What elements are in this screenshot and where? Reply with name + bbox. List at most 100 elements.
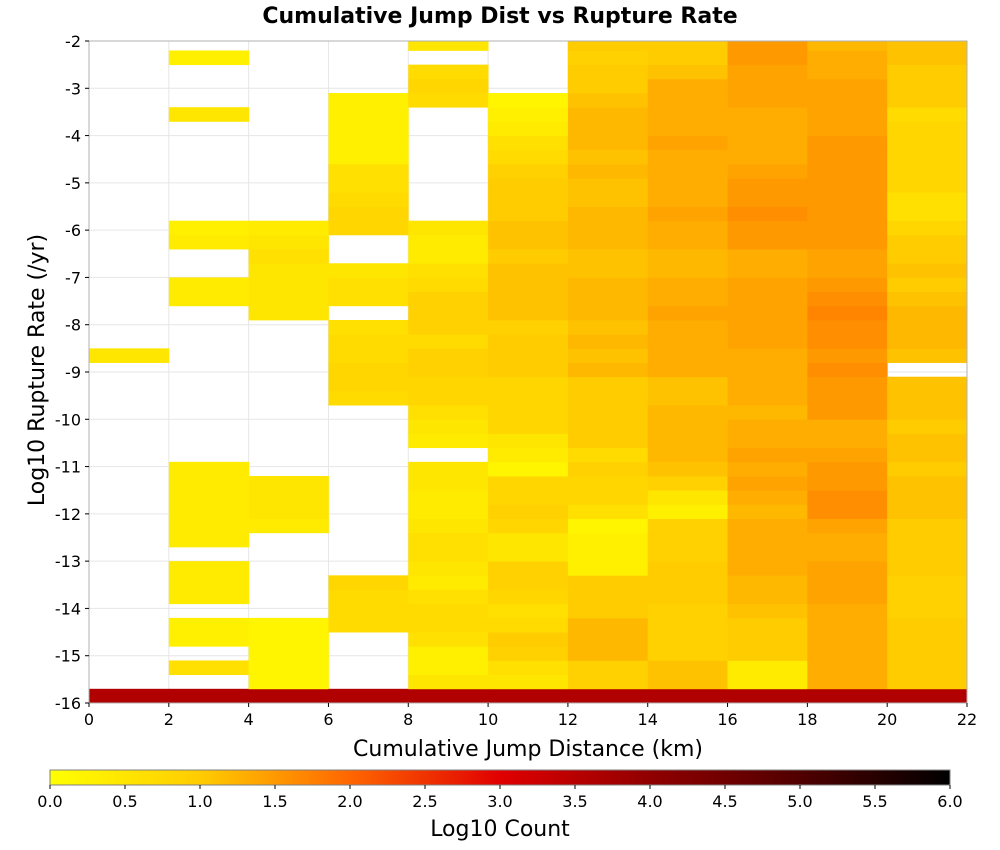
heatmap-cell	[727, 419, 808, 434]
heatmap-cell	[408, 433, 489, 449]
colorbar-tick-label: 6.0	[937, 792, 962, 811]
heatmap-cell	[887, 561, 968, 576]
heatmap-cell	[488, 121, 569, 136]
heatmap-cell	[168, 291, 250, 307]
heatmap-cell	[647, 93, 728, 108]
heatmap-cell	[647, 376, 728, 392]
heatmap-cell	[887, 319, 968, 335]
heatmap-cell	[887, 603, 968, 619]
heatmap-cell	[807, 277, 888, 293]
x-tick-label: 14	[638, 710, 658, 729]
heatmap-cell	[647, 646, 728, 661]
colorbar-tick-label: 5.5	[862, 792, 887, 811]
heatmap-cell	[887, 178, 968, 193]
heatmap-cell	[488, 447, 569, 463]
heatmap-cell	[887, 575, 968, 590]
heatmap-cell	[807, 518, 888, 534]
heatmap-cell	[567, 135, 649, 151]
heatmap-cell	[328, 135, 409, 151]
heatmap-cell	[887, 632, 968, 647]
heatmap-cell	[328, 348, 409, 363]
colorbar-gradient	[49, 769, 951, 786]
heatmap-cell	[727, 674, 808, 690]
colorbar-ticks: 0.0 0.5 1.0 1.5 2.0 2.5 3.0 3.5 4.0 4.5 5.0 5.5 6.0	[37, 785, 963, 811]
heatmap-cell	[328, 291, 409, 307]
heatmap-cell	[567, 447, 649, 463]
heatmap-cell	[328, 121, 409, 136]
heatmap-cell	[488, 249, 569, 264]
heatmap-cell	[567, 277, 649, 293]
colorbar-tick-label: 3.5	[562, 792, 587, 811]
heatmap-cell	[807, 447, 888, 463]
heatmap-cell	[887, 192, 968, 207]
heatmap-cell	[168, 461, 250, 477]
heatmap-cell	[408, 674, 489, 690]
heatmap-cell	[567, 78, 649, 94]
heatmap-cell	[727, 192, 808, 207]
heatmap-cell	[807, 220, 888, 236]
heatmap-cell	[567, 93, 649, 108]
heatmap-cell	[567, 107, 649, 122]
heatmap-cell	[408, 263, 489, 278]
heatmap-cell	[567, 646, 649, 661]
heatmap-cell	[807, 688, 888, 704]
heatmap-cell	[567, 476, 649, 491]
heatmap-cell	[408, 575, 489, 590]
heatmap-cell	[887, 50, 968, 66]
heatmap-cell	[168, 277, 250, 293]
heatmap-cell	[408, 660, 489, 676]
heatmap-cell	[248, 490, 329, 505]
heatmap-cell	[488, 390, 569, 406]
x-tick-label: 4	[244, 710, 254, 729]
colorbar-tick-label: 3.0	[487, 792, 512, 811]
heatmap-cell	[328, 589, 409, 605]
x-tick-label: 18	[797, 710, 817, 729]
heatmap-cell	[807, 532, 888, 548]
heatmap-cell	[807, 476, 888, 491]
heatmap-cell	[807, 149, 888, 165]
heatmap-cell	[647, 504, 728, 519]
heatmap-cell	[408, 348, 489, 363]
heatmap-cell	[887, 277, 968, 293]
y-tick-label: -8	[65, 316, 81, 335]
heatmap-cell	[727, 490, 808, 505]
heatmap-cell	[727, 504, 808, 519]
heatmap-cell	[567, 490, 649, 505]
heatmap-cell	[408, 603, 489, 619]
heatmap-cell	[887, 674, 968, 690]
heatmap-cell	[488, 617, 569, 633]
heatmap-cell	[647, 348, 728, 363]
y-tick-label: -3	[65, 79, 81, 98]
heatmap-cell	[408, 646, 489, 661]
heatmap-cell	[807, 617, 888, 633]
heatmap-cell	[727, 632, 808, 647]
heatmap-cell	[488, 518, 569, 534]
heatmap-cell	[488, 433, 569, 449]
heatmap-cell	[807, 561, 888, 576]
heatmap-cell	[488, 206, 569, 222]
heatmap-cell	[328, 220, 409, 236]
heatmap-cell	[488, 674, 569, 690]
heatmap-cell	[647, 546, 728, 562]
heatmap-cell	[488, 688, 569, 704]
heatmap-cell	[567, 234, 649, 250]
heatmap-cell	[807, 334, 888, 349]
colorbar-tick-label: 0.5	[112, 792, 137, 811]
heatmap-cell	[727, 178, 808, 193]
heatmap-cell	[807, 263, 888, 278]
heatmap-cell	[567, 405, 649, 420]
heatmap-cell	[567, 305, 649, 321]
heatmap-cell	[807, 603, 888, 619]
heatmap-cell	[647, 447, 728, 463]
heatmap-cell	[807, 64, 888, 80]
y-tick-label: -9	[65, 363, 81, 382]
heatmap-cell	[647, 589, 728, 605]
heatmap-cell	[567, 163, 649, 179]
heatmap-cell	[488, 319, 569, 335]
heatmap-cell	[168, 50, 250, 66]
heatmap-cell	[408, 291, 489, 307]
heatmap-cell	[408, 532, 489, 548]
heatmap-cell	[408, 249, 489, 264]
heatmap-cell	[887, 504, 968, 519]
heatmap-cell	[567, 376, 649, 392]
